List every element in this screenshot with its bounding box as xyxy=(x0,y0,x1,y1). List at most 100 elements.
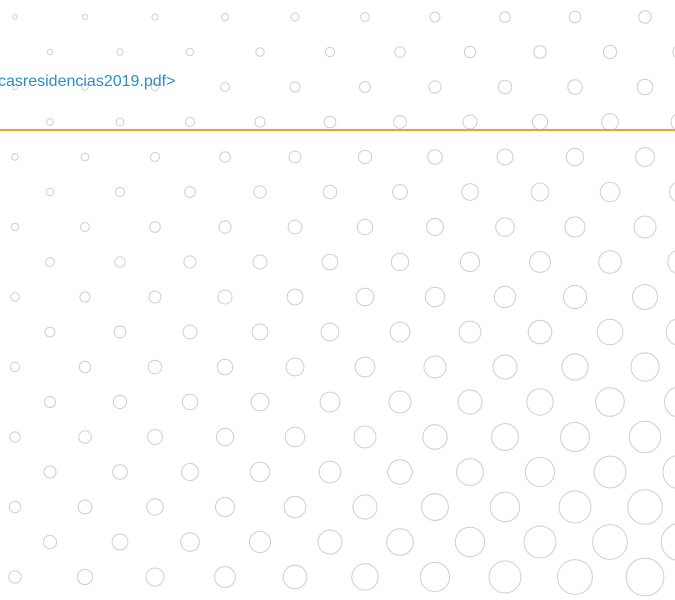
dot xyxy=(79,291,91,303)
dot xyxy=(496,148,514,166)
dot xyxy=(322,184,338,200)
dot xyxy=(255,47,265,57)
dot xyxy=(625,557,665,597)
dot xyxy=(221,13,229,21)
dot xyxy=(458,320,482,344)
dot xyxy=(560,422,590,452)
dot xyxy=(78,360,92,374)
dot xyxy=(288,150,302,164)
dot xyxy=(426,218,444,236)
dot xyxy=(562,284,588,310)
dot xyxy=(216,358,234,376)
dot xyxy=(147,359,163,375)
dot xyxy=(351,563,379,591)
dot xyxy=(630,352,660,382)
dot xyxy=(81,83,89,91)
dot xyxy=(287,219,303,235)
dot xyxy=(9,431,21,443)
dot xyxy=(421,493,449,521)
dot xyxy=(150,82,160,92)
dot xyxy=(114,256,126,268)
dot xyxy=(254,116,266,128)
dot xyxy=(184,186,196,198)
dot xyxy=(324,46,336,58)
dot xyxy=(45,257,55,267)
dot xyxy=(530,182,550,202)
dot xyxy=(596,318,624,346)
dot xyxy=(456,458,484,486)
dot xyxy=(319,391,341,413)
dot xyxy=(564,216,586,238)
dot xyxy=(183,255,197,269)
dot xyxy=(356,218,374,236)
dot xyxy=(357,149,373,165)
dot xyxy=(459,251,481,273)
dot xyxy=(393,115,407,129)
dot xyxy=(388,390,412,414)
dot xyxy=(529,251,551,273)
dot xyxy=(10,222,20,232)
dot xyxy=(214,566,236,588)
dot xyxy=(282,564,308,590)
dot xyxy=(558,490,592,524)
dot xyxy=(80,222,90,232)
dot xyxy=(670,114,675,130)
dot xyxy=(499,11,511,23)
dot xyxy=(635,147,655,167)
dot xyxy=(318,460,342,484)
dot xyxy=(353,425,377,449)
dot xyxy=(355,287,375,307)
dot xyxy=(147,429,163,445)
dot xyxy=(220,82,230,92)
dot xyxy=(146,498,164,516)
dot xyxy=(598,250,622,274)
dot xyxy=(45,187,55,197)
dot xyxy=(493,285,517,309)
dot xyxy=(81,13,89,21)
dot xyxy=(42,534,58,550)
dot xyxy=(283,495,307,519)
dot xyxy=(664,386,675,418)
dot xyxy=(633,215,657,239)
dot xyxy=(672,46,675,58)
dot xyxy=(593,455,627,489)
dot xyxy=(248,530,272,554)
dot xyxy=(561,353,589,381)
dot xyxy=(599,181,621,203)
dot xyxy=(523,525,557,559)
dot xyxy=(360,12,370,22)
dot xyxy=(219,151,231,163)
document-link[interactable]: casresidencias2019.pdf> xyxy=(0,73,175,90)
dot xyxy=(149,221,161,233)
dot xyxy=(116,48,124,56)
dot xyxy=(457,389,483,415)
dot xyxy=(323,115,337,129)
dot xyxy=(185,47,195,57)
dot xyxy=(636,78,654,96)
dot xyxy=(492,354,518,380)
dot xyxy=(557,559,593,595)
dot xyxy=(565,147,585,167)
dot xyxy=(392,184,408,200)
dot xyxy=(181,393,199,411)
dot xyxy=(11,153,19,161)
dot xyxy=(428,80,442,94)
dot xyxy=(429,11,441,23)
dot xyxy=(491,423,519,451)
dot xyxy=(386,528,414,556)
dot xyxy=(320,322,340,342)
dot xyxy=(8,570,22,584)
dot xyxy=(488,560,522,594)
dot xyxy=(424,286,446,308)
dot xyxy=(10,292,20,302)
dot xyxy=(660,523,675,561)
dot xyxy=(218,220,232,234)
dot xyxy=(461,183,479,201)
dot xyxy=(352,494,378,520)
dot xyxy=(111,533,129,551)
dot xyxy=(394,46,406,58)
dot xyxy=(185,117,195,127)
dot xyxy=(180,532,200,552)
dot xyxy=(114,186,126,198)
dot xyxy=(215,427,235,447)
